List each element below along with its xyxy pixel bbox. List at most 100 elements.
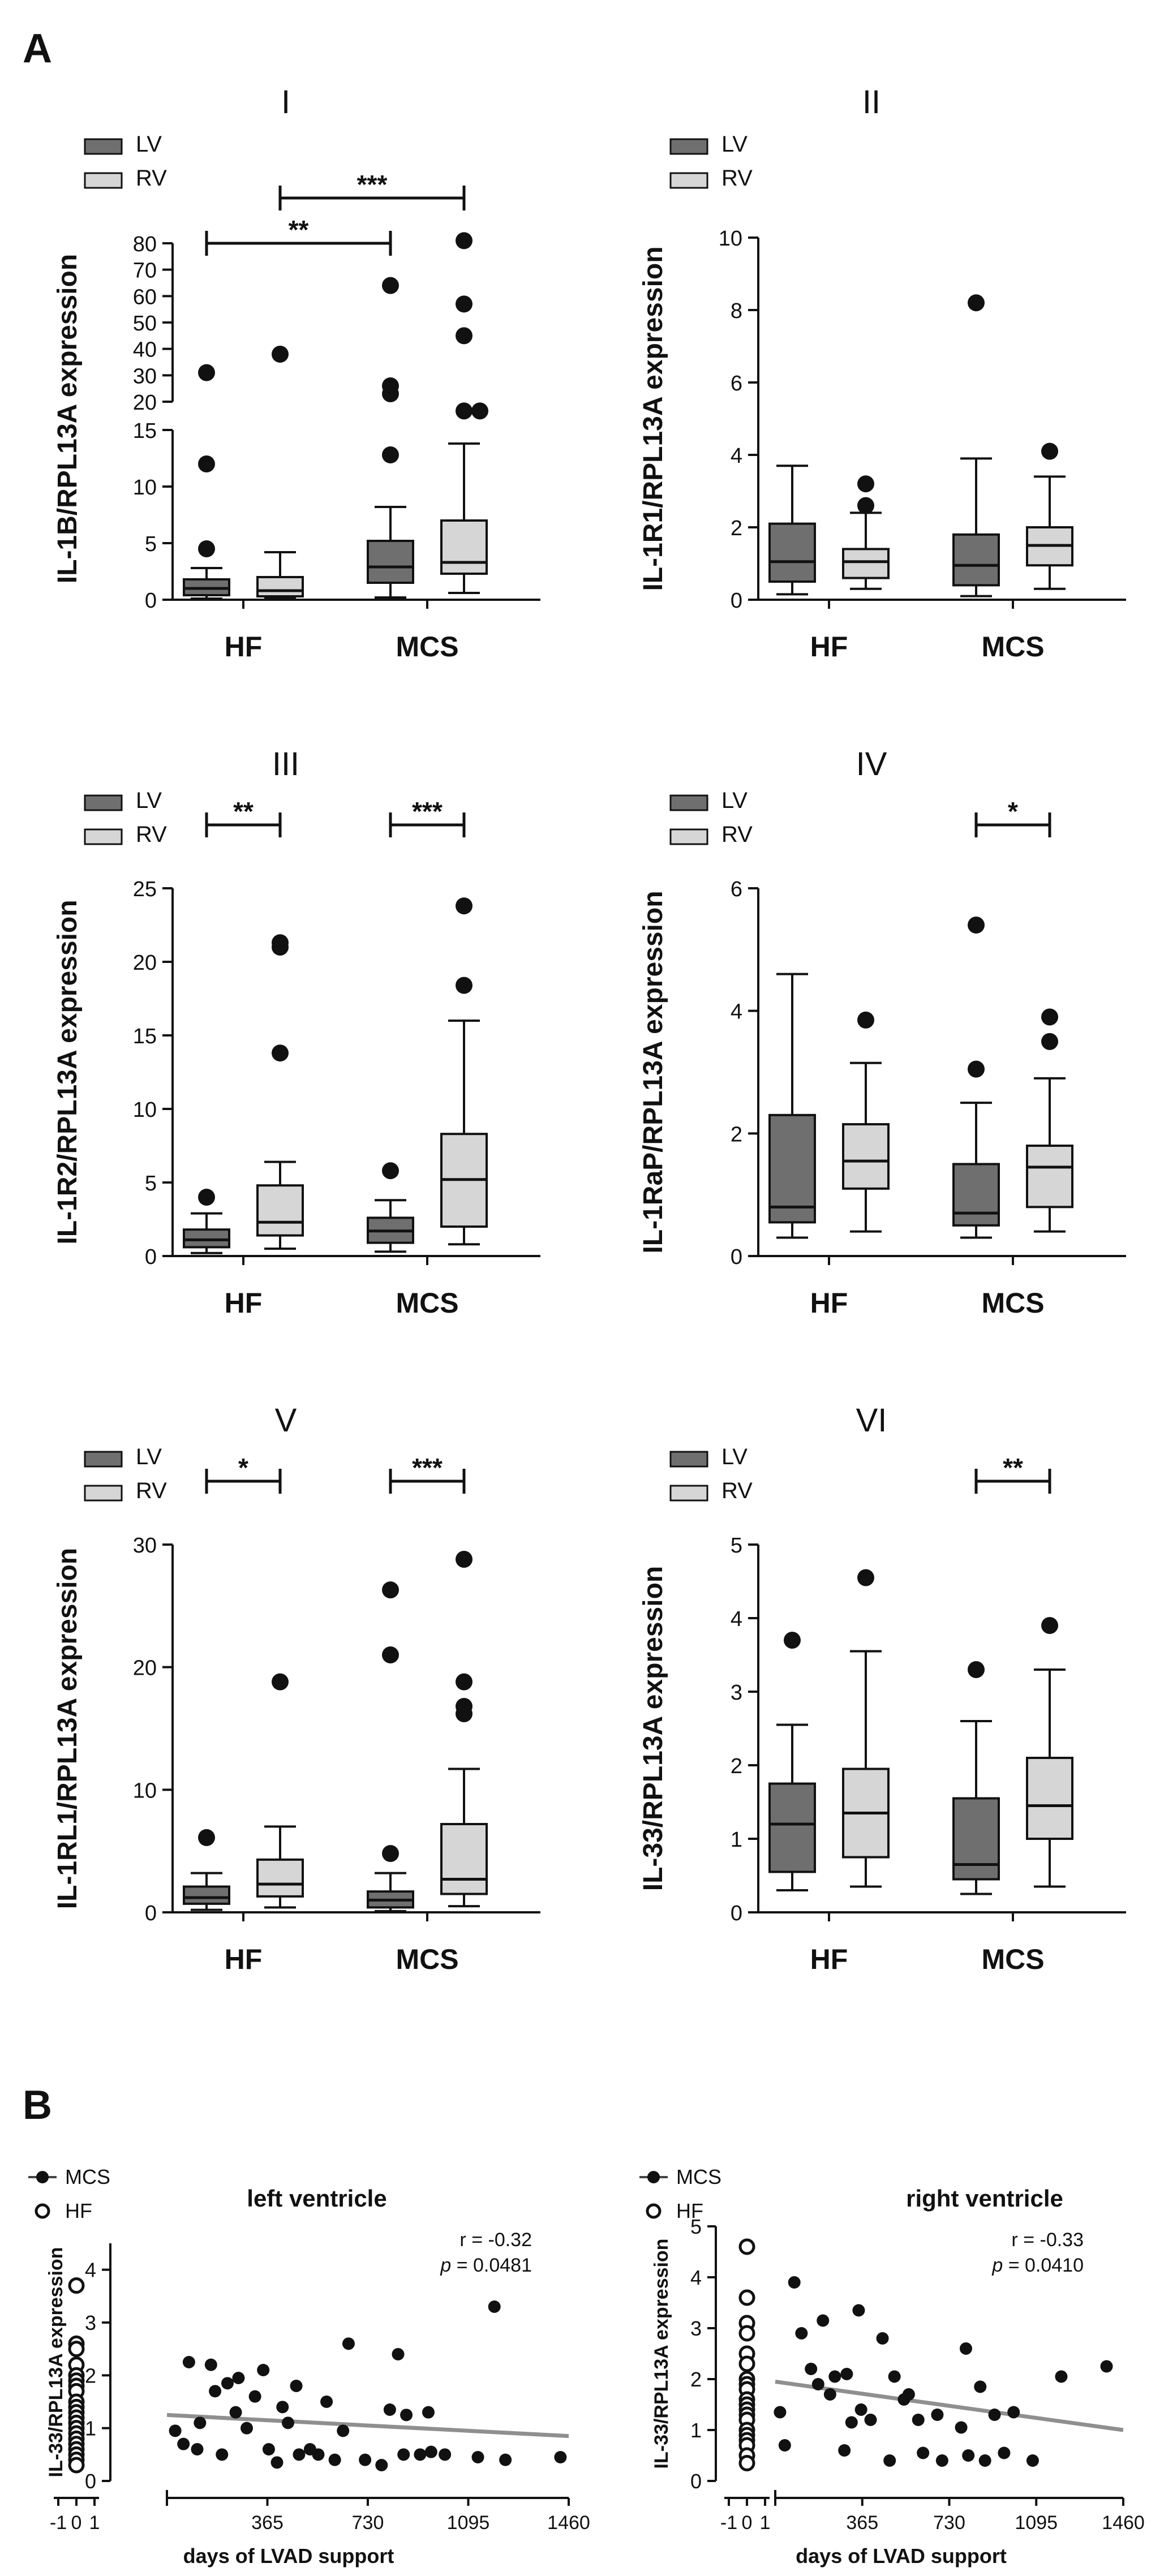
mcs-point — [838, 2444, 851, 2457]
box-mcs-rv — [440, 1551, 488, 1908]
outlier-point — [968, 1060, 985, 1078]
mcs-point — [290, 2380, 303, 2392]
box-hf-rv — [256, 1673, 304, 1909]
box-hf-lv — [768, 465, 816, 596]
legend-label-rv: RV — [721, 1478, 753, 1503]
y-tick-label: 40 — [133, 338, 157, 362]
outlier-point — [857, 1011, 874, 1029]
box-iqr — [440, 1823, 488, 1895]
box-iqr — [768, 522, 816, 583]
y-tick-label: 1 — [690, 2419, 702, 2442]
outlier-point — [382, 1845, 399, 1862]
x-category-label: HF — [225, 1943, 263, 1975]
mcs-point — [974, 2380, 987, 2393]
mcs-point — [845, 2416, 858, 2429]
y-tick-label: 30 — [133, 1534, 157, 1558]
box-iqr — [768, 1782, 816, 1873]
mcs-point — [988, 2409, 1001, 2421]
box-mcs-lv — [367, 277, 414, 599]
panel-title: II — [862, 84, 880, 121]
outlier-point — [382, 377, 399, 394]
mcs-point — [935, 2454, 948, 2467]
mcs-point — [204, 2358, 217, 2371]
outlier-point — [382, 1162, 399, 1180]
x-category-label: MCS — [981, 1943, 1044, 1975]
mcs-point — [397, 2448, 410, 2461]
stat-p-value: = 0.0410 — [1003, 2255, 1084, 2276]
scatter-title: left ventricle — [247, 2185, 386, 2212]
y-tick-label: 0 — [85, 2470, 96, 2493]
mcs-point — [383, 2403, 396, 2416]
significance-bracket: ** — [974, 1453, 1051, 1494]
legend-swatch-rv — [669, 828, 708, 845]
legend-label-lv: LV — [136, 1444, 162, 1469]
mcs-point — [864, 2414, 877, 2426]
significance-label: *** — [357, 170, 388, 199]
panel-title: IV — [856, 746, 887, 782]
box-iqr — [256, 1184, 304, 1237]
legend-label-rv: RV — [721, 166, 753, 191]
significance-label: ** — [289, 215, 309, 244]
mcs-point — [270, 2456, 284, 2469]
y-tick-label: 50 — [133, 312, 157, 336]
mcs-point — [912, 2414, 925, 2426]
stat-r: r = -0.33 — [1011, 2229, 1084, 2251]
y-tick-label: 20 — [133, 1657, 157, 1680]
outlier-point — [456, 897, 473, 915]
x-tick-label: 0 — [71, 2512, 82, 2534]
significance-label: *** — [412, 797, 443, 826]
y-tick-label: 0 — [145, 1902, 157, 1925]
section-b-label: B — [23, 2083, 52, 2128]
outlier-point — [198, 1829, 215, 1846]
legend-label-hf: HF — [65, 2199, 92, 2222]
hf-point — [738, 2238, 755, 2255]
mcs-point — [488, 2300, 501, 2313]
outlier-point — [456, 295, 473, 313]
legend-marker-mcs — [647, 2171, 660, 2183]
mcs-point — [917, 2446, 930, 2459]
outlier-point — [857, 1569, 874, 1586]
box-panel-IV: IV LV RV 0 2 4 6 IL-1RaP/RPL13A expression HF MCS… — [638, 746, 1126, 1319]
y-tick-label: 1 — [85, 2417, 96, 2440]
mcs-point — [359, 2453, 372, 2466]
outlier-point — [456, 1673, 473, 1691]
y-axis-label: IL-1R1/RPL13A expression — [638, 246, 668, 591]
y-tick-label: 15 — [133, 1025, 157, 1048]
legend-swatch-lv — [669, 1451, 708, 1468]
mcs-point — [955, 2421, 968, 2434]
outlier-point — [456, 402, 473, 420]
box-hf-lv — [183, 364, 230, 600]
mcs-point — [902, 2388, 915, 2401]
box-iqr — [952, 533, 1000, 587]
mcs-point — [931, 2409, 944, 2421]
significance-bracket: ** — [205, 797, 282, 837]
y-tick-label: 3 — [85, 2311, 96, 2334]
y-tick-label: 70 — [133, 259, 157, 283]
outlier-point — [968, 294, 985, 312]
box-iqr — [183, 1885, 230, 1905]
y-tick-label: 4 — [85, 2259, 96, 2282]
y-tick-label: 6 — [731, 372, 742, 395]
hf-point — [68, 2341, 85, 2358]
y-tick-label: 3 — [690, 2317, 702, 2340]
y-axis-label: IL-1B/RPL13A expression — [53, 254, 83, 583]
x-tick-label: 1460 — [1102, 2512, 1145, 2534]
significance-bracket: * — [974, 797, 1051, 837]
legend-swatch-rv — [84, 172, 123, 189]
box-hf-rv — [842, 1011, 890, 1233]
legend-swatch-lv — [84, 1451, 123, 1468]
hf-point — [738, 2325, 755, 2342]
stat-p-value: = 0.0481 — [451, 2255, 532, 2276]
legend-marker-hf — [35, 2203, 50, 2219]
y-tick-label: 6 — [731, 878, 742, 901]
x-category-label: MCS — [981, 1287, 1044, 1319]
mcs-point — [840, 2368, 853, 2380]
mcs-point — [788, 2276, 801, 2289]
outlier-point — [456, 1551, 473, 1568]
y-tick-label: 2 — [731, 517, 742, 540]
mcs-point — [852, 2304, 865, 2317]
outlier-point — [382, 1646, 399, 1663]
mcs-point — [312, 2448, 325, 2461]
outlier-point — [1041, 1617, 1058, 1634]
